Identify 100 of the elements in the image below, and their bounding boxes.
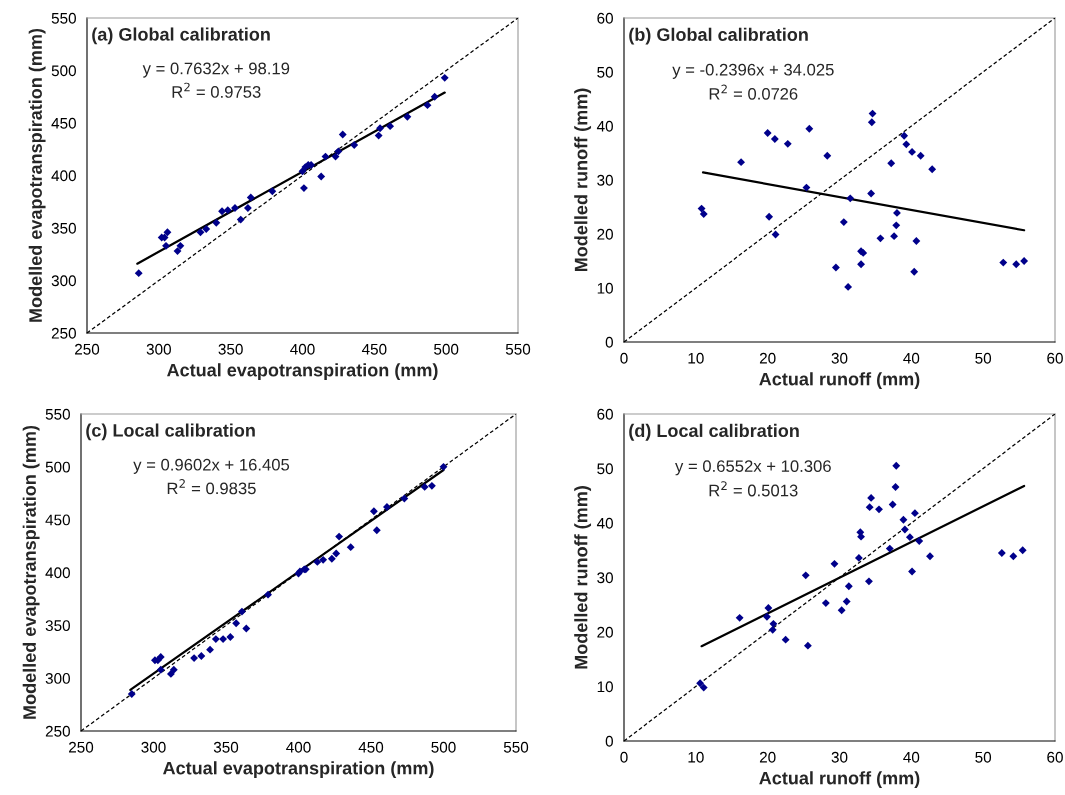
y-tick-label: 30 [597, 572, 613, 584]
y-tick-label: 60 [597, 408, 613, 420]
point [400, 494, 409, 503]
point [696, 679, 705, 688]
y-axis-title: Modelled evapotranspiration (mm) [28, 28, 46, 322]
point [386, 122, 395, 131]
y-tick-label: 500 [45, 461, 70, 473]
point [928, 165, 937, 174]
point [876, 234, 885, 243]
y-tick-label: 50 [597, 66, 613, 78]
y-tick-label: 400 [51, 170, 76, 182]
x-tick-label: 550 [505, 343, 531, 355]
y-tick-label: 60 [597, 12, 613, 24]
point [376, 124, 385, 133]
point [867, 118, 876, 127]
point [842, 597, 851, 606]
annotation: R$^{2}$ = 0.9835 [167, 479, 256, 495]
x-tick-label: 500 [434, 343, 459, 355]
y-tick-label: 40 [596, 517, 613, 529]
point [771, 230, 780, 239]
point [369, 507, 378, 516]
x-tick-label: 20 [759, 352, 776, 364]
point [768, 625, 777, 634]
point [892, 461, 901, 470]
chart-title: (a) Global calibration [92, 27, 270, 45]
point [908, 567, 916, 576]
point [867, 494, 876, 502]
point [837, 606, 846, 615]
annotation: y = -0.2396x + 34.025 [672, 63, 834, 79]
x-tick-label: 50 [975, 352, 992, 364]
point [867, 189, 876, 198]
point [905, 533, 914, 542]
point [243, 204, 252, 212]
x-tick-label: 250 [75, 343, 100, 355]
point [910, 267, 919, 276]
point [997, 549, 1006, 557]
point [868, 109, 877, 118]
point [888, 500, 897, 509]
y-tick-label: 20 [597, 228, 613, 240]
point [372, 526, 381, 535]
point [176, 241, 185, 250]
point [197, 652, 206, 660]
point [321, 152, 330, 161]
point [439, 462, 448, 471]
annotation: R$^{2}$ = 0.9753 [172, 82, 261, 98]
x-tick-label: 50 [975, 751, 992, 763]
x-tick-label: 20 [759, 751, 776, 763]
point [699, 210, 708, 218]
point [908, 147, 916, 156]
point [134, 269, 143, 278]
point [169, 665, 178, 674]
point [830, 559, 839, 568]
y-tick-label: 450 [51, 117, 76, 129]
point [374, 131, 383, 140]
point [403, 112, 412, 121]
y-tick-label: 300 [45, 673, 70, 684]
point [769, 619, 778, 628]
annotation: R$^{2}$ = 0.0726 [709, 84, 798, 100]
y-tick-label: 300 [51, 275, 76, 287]
point [911, 509, 919, 518]
point [163, 228, 172, 237]
point [242, 624, 251, 633]
point [173, 247, 182, 256]
point [313, 558, 322, 566]
point [1020, 257, 1029, 265]
y-tick-label: 550 [51, 12, 76, 24]
x-tick-label: 30 [831, 751, 848, 763]
x-tick-label: 10 [688, 751, 704, 763]
y-axis-title: Modelled runoff (mm) [574, 486, 592, 669]
x-tick-label: 350 [218, 343, 243, 355]
point [206, 645, 214, 654]
point [166, 670, 175, 678]
annotation: y = 0.6552x + 10.306 [675, 460, 831, 476]
point [327, 554, 336, 563]
y-tick-label: 50 [597, 463, 613, 475]
point [211, 635, 220, 643]
point [420, 482, 429, 491]
annotation: R$^{2}$ = 0.5013 [709, 481, 798, 497]
point [346, 543, 355, 552]
point [331, 152, 340, 161]
point [770, 135, 779, 143]
point [334, 147, 343, 156]
point [430, 92, 439, 101]
point [887, 159, 896, 168]
point [781, 635, 790, 644]
point [915, 537, 924, 545]
point [1012, 260, 1021, 269]
x-tick-label: 350 [213, 741, 239, 753]
x-tick-label: 400 [290, 343, 315, 355]
x-tick-label: 60 [1047, 751, 1063, 763]
y-tick-label: 450 [45, 514, 70, 526]
point [854, 553, 863, 562]
y-tick-label: 350 [51, 222, 76, 234]
point [802, 183, 811, 192]
point [839, 218, 848, 227]
point [900, 525, 909, 534]
point [427, 481, 436, 490]
point [319, 555, 328, 564]
y-axis-title: Modelled runoff (mm) [574, 88, 592, 272]
point [865, 577, 873, 586]
